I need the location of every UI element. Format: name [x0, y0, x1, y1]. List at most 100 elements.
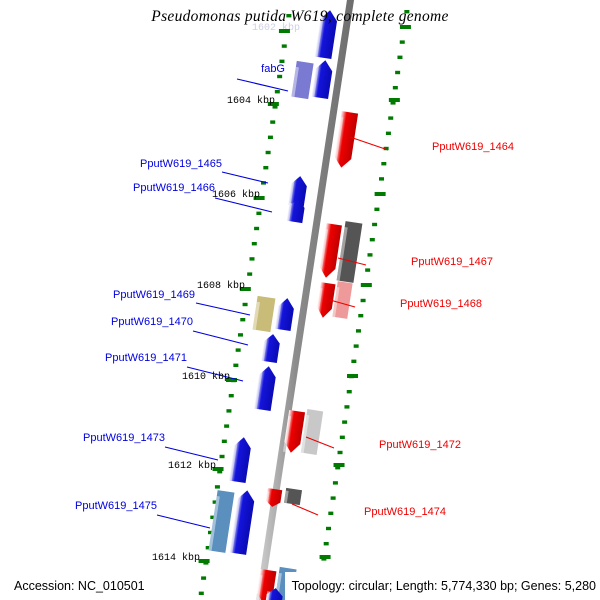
minor-tick-left [265, 150, 271, 155]
minor-tick-left [256, 211, 262, 215]
arrow-up-icon [253, 366, 276, 412]
gene-label-fabG[interactable]: fabG [261, 63, 285, 75]
gene-feature-PputW619_1475[interactable] [229, 489, 255, 555]
major-tick-left [226, 378, 238, 382]
shape-highlight [264, 491, 270, 507]
gene-feature-PputW619_1469[interactable] [274, 297, 296, 332]
gene-feature-PputW619_1467[interactable] [318, 223, 342, 279]
gene-label-PputW619_1465[interactable]: PputW619_1465 [140, 158, 222, 170]
minor-tick-right [388, 116, 394, 120]
minor-tick-right [369, 238, 375, 242]
shape-highlight [264, 591, 271, 600]
gene-label-PputW619_1467[interactable]: PputW619_1467 [411, 256, 493, 268]
leader-line-PputW619_1474 [291, 503, 319, 516]
gene-label-PputW619_1474[interactable]: PputW619_1474 [364, 506, 446, 518]
gene-feature-PputW619_1475[interactable] [208, 490, 235, 553]
gene-feature-unlabeled-0[interactable] [314, 9, 338, 60]
shape-highlight [252, 301, 260, 330]
minor-tick-left [254, 226, 260, 231]
gene-label-PputW619_1471[interactable]: PputW619_1471 [105, 352, 187, 364]
shape-highlight [291, 66, 299, 97]
minor-tick-left [198, 591, 204, 595]
shape-highlight [286, 202, 292, 222]
gene-feature-PputW619_1468[interactable] [315, 282, 336, 319]
shape-highlight [336, 226, 348, 281]
minor-tick-right [326, 526, 332, 531]
minor-tick-right [374, 207, 380, 211]
minor-tick-right [372, 222, 378, 227]
minor-tick-right [351, 359, 357, 363]
backbone-line [255, 0, 355, 600]
gene-feature-PputW619_1470[interactable] [260, 333, 281, 364]
gene-feature-PputW619_1465[interactable] [287, 175, 308, 208]
major-tick-left [212, 467, 224, 471]
major-tick-right [399, 25, 411, 29]
shape-highlight [274, 302, 282, 330]
major-tick-left [253, 196, 265, 200]
minor-tick-left [240, 318, 246, 322]
minor-tick-right [337, 450, 343, 455]
arrow-down-icon [265, 487, 283, 507]
gene-feature-fabG[interactable] [311, 59, 334, 100]
minor-tick-left [214, 485, 220, 489]
gene-label-PputW619_1473[interactable]: PputW619_1473 [83, 432, 165, 444]
gene-feature-PputW619_1474[interactable] [283, 487, 303, 506]
box-feature [336, 221, 363, 283]
gene-feature-PputW619_1469[interactable] [252, 295, 276, 333]
gene-feature-fabG[interactable] [291, 60, 314, 100]
minor-tick-right [390, 101, 396, 105]
gene-label-PputW619_1475[interactable]: PputW619_1475 [75, 500, 157, 512]
shape-highlight [287, 180, 295, 206]
gene-feature-PputW619_1472[interactable] [300, 409, 324, 455]
minor-tick-right [335, 466, 341, 470]
gene-label-PputW619_1469[interactable]: PputW619_1469 [113, 289, 195, 301]
leader-line-PputW619_1475 [156, 514, 211, 529]
shape-highlight [300, 414, 310, 453]
gene-feature-layer[interactable] [208, 9, 363, 600]
gene-label-PputW619_1470[interactable]: PputW619_1470 [111, 316, 193, 328]
gene-feature-PputW619_1464[interactable] [332, 111, 359, 169]
shape-highlight [311, 64, 320, 97]
gene-feature-unlabeled-3[interactable] [264, 587, 283, 600]
shape-highlight [228, 441, 238, 481]
leader-line-PputW619_1471 [186, 366, 244, 382]
minor-tick-right [392, 86, 398, 90]
major-tick-right [360, 283, 372, 287]
minor-tick-right [383, 146, 389, 151]
leader-line-PputW619_1470 [192, 330, 249, 346]
gene-feature-PputW619_1466[interactable] [286, 199, 305, 224]
major-tick-right [347, 374, 359, 378]
minor-tick-right [319, 572, 325, 576]
minor-tick-left [228, 394, 234, 398]
gene-feature-PputW619_1474[interactable] [264, 487, 283, 508]
ruler-tick-label: 1612 kbp [167, 461, 216, 472]
gene-feature-PputW619_1473[interactable] [228, 436, 253, 484]
gene-feature-PputW619_1468[interactable] [332, 281, 353, 319]
label-leader-layer [156, 78, 389, 529]
minor-tick-left [226, 409, 232, 413]
minor-tick-left [233, 363, 239, 367]
minor-tick-right [323, 542, 329, 546]
box-feature [332, 281, 353, 319]
gene-feature-PputW619_1467[interactable] [336, 221, 363, 283]
arrow-up-icon [311, 60, 333, 100]
gene-label-PputW619_1466[interactable]: PputW619_1466 [133, 182, 215, 194]
gene-label-PputW619_1464[interactable]: PputW619_1464 [432, 141, 514, 153]
gene-label-PputW619_1468[interactable]: PputW619_1468 [400, 298, 482, 310]
leader-line-PputW619_1465 [221, 171, 269, 184]
shape-highlight [260, 337, 268, 362]
major-tick-right [374, 192, 386, 196]
major-tick-left [278, 29, 290, 33]
gene-feature-PputW619_1471[interactable] [253, 365, 277, 412]
box-feature [291, 60, 314, 100]
minor-tick-right [316, 587, 322, 591]
gene-feature-PputW619_1472[interactable] [282, 410, 306, 454]
shape-highlight [332, 116, 344, 167]
gene-label-PputW619_1472[interactable]: PputW619_1472 [379, 439, 461, 451]
arrow-up-icon [286, 200, 305, 224]
shape-highlight [314, 14, 324, 57]
minor-tick-right [360, 298, 366, 303]
minor-tick-left [219, 454, 225, 459]
